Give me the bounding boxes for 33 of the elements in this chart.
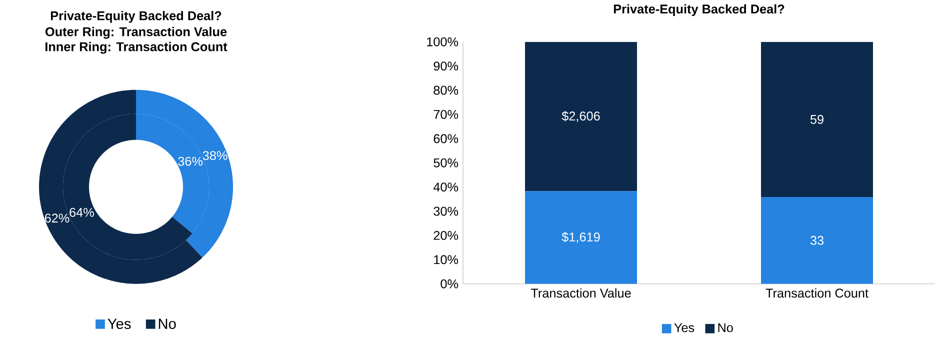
legend-label: No (158, 318, 176, 330)
text: Outer Ring: Transaction Value (46, 26, 227, 39)
legend-label: No (718, 323, 733, 332)
y-tick-label: 50% (434, 158, 458, 168)
data-label: 36% (178, 156, 203, 166)
x-tick-label: Transaction Count (766, 288, 868, 298)
legend-label: Yes (674, 323, 694, 332)
x-tick-label: Transaction Value (530, 288, 631, 298)
annotation: 33 (810, 236, 824, 245)
y-tick-label: 30% (434, 206, 458, 216)
y-tick-label: 20% (434, 231, 458, 240)
bar (761, 197, 873, 284)
text: Inner Ring: Transaction Count (46, 42, 228, 54)
y-tick-label: 40% (433, 182, 458, 192)
y-tick-label: 60% (434, 134, 458, 144)
bar (525, 42, 638, 192)
bar (525, 191, 638, 284)
annotation: $2,606 (562, 111, 600, 122)
y-tick-label: 0% (440, 279, 458, 288)
data-label: 38% (202, 151, 228, 160)
bar (761, 42, 873, 198)
chart-title: Private-Equity Backed Deal? (50, 11, 222, 23)
legend-label: Yes (108, 318, 131, 330)
y-tick-label: 90% (434, 62, 458, 71)
data-label: 64% (70, 208, 94, 217)
annotation: $1,619 (562, 232, 600, 244)
y-tick-label: 70% (434, 110, 458, 120)
data-label: 62% (44, 214, 70, 223)
annotation: 59 (810, 115, 824, 124)
y-tick-label: 100% (427, 37, 458, 46)
chart-title: Private-Equity Backed Deal? (614, 4, 784, 16)
y-tick-label: 10% (434, 255, 458, 264)
y-tick-label: 80% (434, 86, 458, 95)
